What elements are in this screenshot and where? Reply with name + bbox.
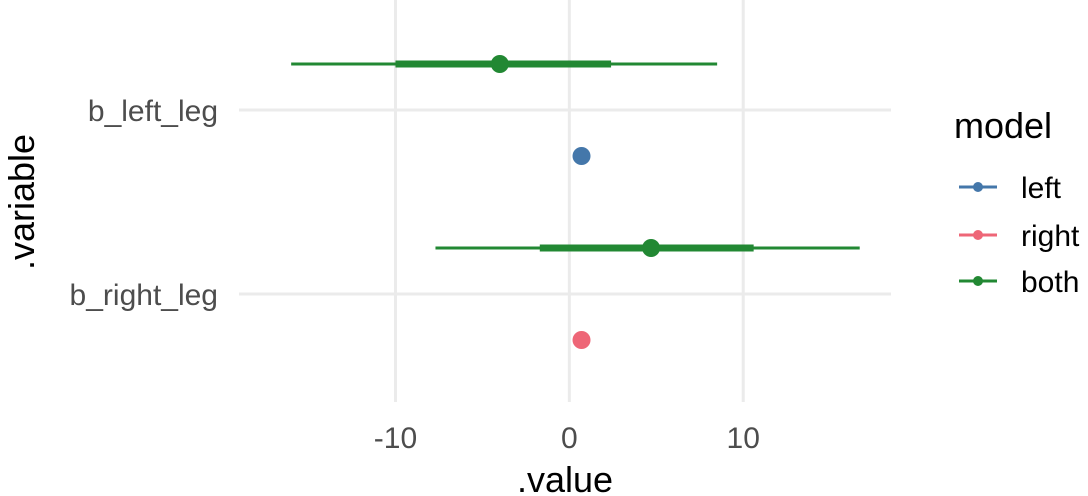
x-tick-label: 0 xyxy=(561,422,578,455)
point-right xyxy=(572,331,591,349)
legend-key-dot-both xyxy=(973,276,983,286)
y-axis-title: .variable xyxy=(1,134,42,270)
grid xyxy=(239,0,891,402)
y-axis: b_left_leg b_right_leg xyxy=(70,95,218,312)
y-tick-label: b_left_leg xyxy=(88,95,218,128)
point-left xyxy=(572,147,591,165)
x-tick-label: -10 xyxy=(374,422,417,455)
legend-label-both: both xyxy=(1021,266,1079,299)
point-both xyxy=(642,239,661,257)
legend-key-dot-right xyxy=(973,230,983,240)
x-tick-label: 10 xyxy=(727,422,760,455)
legend-label-right: right xyxy=(1021,220,1080,253)
legend-label-left: left xyxy=(1021,172,1062,205)
legend-key-dot-left xyxy=(973,182,983,192)
legend: model left right both xyxy=(954,105,1080,299)
point-both xyxy=(490,55,509,73)
legend-title: model xyxy=(954,105,1052,146)
plot-marks xyxy=(291,55,860,349)
x-axis: -10 0 10 xyxy=(374,422,760,455)
x-axis-title: .value xyxy=(517,459,613,496)
y-tick-label: b_right_leg xyxy=(70,279,218,312)
